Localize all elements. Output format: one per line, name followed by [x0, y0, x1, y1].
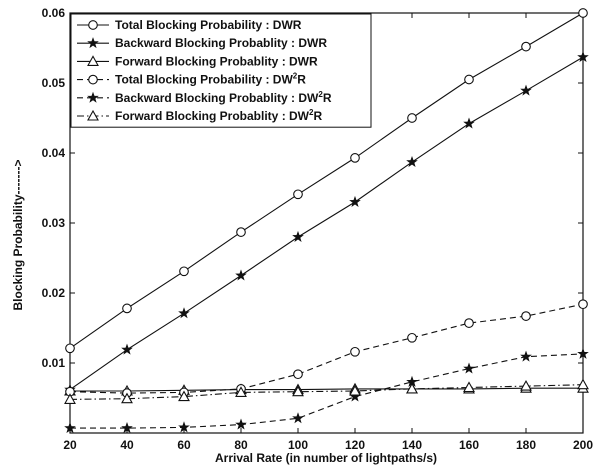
data-point — [578, 299, 588, 310]
y-tick-label: 0.04 — [42, 146, 66, 160]
x-tick-label: 60 — [177, 438, 191, 452]
x-tick-label: 140 — [402, 438, 422, 452]
x-tick-label: 20 — [63, 438, 77, 452]
legend-marker — [87, 55, 99, 66]
data-point — [235, 269, 247, 281]
data-point — [464, 74, 474, 85]
legend-marker — [87, 109, 99, 121]
series-4 — [65, 299, 588, 398]
data-point — [577, 347, 589, 359]
legend-item: Forward Blocking Probablity : DWR — [77, 54, 318, 68]
data-point — [235, 418, 247, 430]
series-1 — [65, 8, 588, 354]
legend-label: Forward Blocking Probablity : DWR — [115, 54, 318, 68]
legend-item: Total Blocking Probability : DWR — [77, 18, 302, 32]
legend-label: Backward Blocking Probablity : DWR — [115, 36, 327, 50]
data-point — [235, 386, 247, 397]
y-tick-label: 0.06 — [42, 6, 66, 20]
data-point — [406, 382, 418, 394]
data-point — [179, 266, 189, 277]
x-tick-label: 180 — [516, 438, 536, 452]
axis-ticks: 20 40 60 80 100 120 140 160 180 200 0.01 0.02 0.03 0.… — [42, 6, 594, 452]
data-point — [520, 350, 532, 362]
data-point — [520, 379, 532, 391]
series-line — [70, 353, 584, 429]
data-point — [577, 378, 589, 390]
series-line — [69, 384, 584, 400]
data-point — [349, 195, 361, 207]
legend-item: Total Blocking Probability : DW2R — [77, 72, 306, 87]
data-point — [293, 369, 303, 380]
data-point — [121, 392, 133, 404]
legend-marker — [88, 20, 98, 30]
legend: Total Blocking Probability : DWR Backward… — [70, 13, 372, 128]
x-tick-label: 200 — [573, 438, 593, 452]
legend-marker — [87, 37, 99, 49]
legend-box — [70, 13, 372, 128]
data-point — [406, 155, 418, 168]
x-tick-label: 160 — [459, 438, 479, 452]
data-point — [292, 412, 304, 424]
y-tick-label: 0.01 — [42, 356, 66, 370]
data-point — [349, 384, 361, 396]
data-point — [464, 318, 474, 328]
legend-label: Total Blocking Probability : DWR — [115, 18, 302, 32]
data-point — [293, 189, 303, 200]
data-point — [178, 390, 190, 402]
series-line — [69, 56, 584, 391]
y-tick-label: 0.03 — [42, 216, 66, 230]
data-point — [64, 393, 76, 404]
series-layer — [64, 8, 589, 434]
data-point — [64, 421, 76, 434]
data-point — [121, 343, 133, 355]
legend-item: Backward Blocking Probablity : DWR — [77, 36, 327, 50]
x-axis-label: Arrival Rate (in number of lightpaths/s) — [215, 451, 437, 465]
x-tick-label: 120 — [345, 438, 365, 452]
data-point — [407, 332, 417, 343]
legend-marker — [87, 91, 99, 103]
x-tick-label: 80 — [234, 438, 248, 452]
legend-item: Forward Blocking Probablity : DW2R — [77, 108, 322, 123]
data-point — [65, 343, 75, 354]
series-5 — [64, 347, 589, 434]
y-tick-label: 0.02 — [42, 286, 66, 300]
x-tick-label: 100 — [288, 438, 308, 452]
y-tick-label: 0.05 — [42, 76, 66, 90]
y-axis-label: Blocking Probability-------> — [11, 160, 25, 311]
series-line — [69, 303, 584, 394]
data-point — [292, 385, 304, 397]
legend-label: Forward Blocking Probablity : DW2R — [115, 108, 322, 123]
x-tick-label: 40 — [120, 438, 134, 452]
data-point — [463, 362, 475, 374]
data-point — [521, 41, 531, 52]
series-6 — [64, 378, 589, 404]
legend-item: Backward Blocking Probablity : DW2R — [77, 90, 332, 105]
data-point — [407, 113, 417, 123]
data-point — [463, 381, 475, 393]
series-line — [69, 12, 584, 349]
data-point — [121, 421, 133, 434]
legend-label: Total Blocking Probability : DW2R — [115, 72, 306, 87]
legend-marker — [88, 74, 98, 85]
data-point — [520, 84, 532, 96]
data-point — [578, 8, 588, 18]
series-line — [70, 387, 583, 392]
data-point — [122, 303, 132, 314]
data-point — [521, 311, 531, 321]
legend-label: Backward Blocking Probablity : DW2R — [115, 90, 332, 105]
data-point — [350, 346, 360, 357]
data-point — [292, 230, 304, 242]
data-point — [350, 153, 360, 163]
data-point — [463, 117, 475, 129]
data-point — [178, 307, 190, 319]
data-point — [178, 421, 190, 433]
data-point — [577, 50, 589, 63]
data-point — [236, 227, 246, 237]
